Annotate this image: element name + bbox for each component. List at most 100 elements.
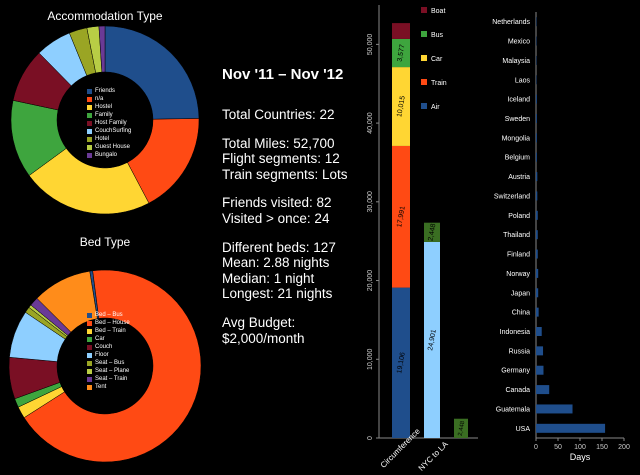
legend-label: Seat – Train	[95, 376, 128, 382]
y-tick-label: 40,000	[367, 112, 374, 134]
bar-russia	[536, 346, 544, 356]
legend-item: Car	[87, 335, 130, 343]
legend-label: Floor	[95, 352, 109, 358]
legend-swatch	[87, 368, 92, 374]
bar-data-label: 19,106	[396, 352, 407, 374]
legend-item: Hotel	[87, 135, 131, 143]
bar-segment-train	[392, 145, 410, 288]
bar-usa	[536, 423, 606, 433]
legend-label: Seat – Plane	[95, 368, 130, 374]
legend-swatch	[421, 7, 427, 13]
bar-belgium	[536, 152, 537, 162]
pie-slice-bed-house	[23, 269, 202, 463]
legend-item: Bungalo	[87, 151, 131, 159]
legend-item: Hostel	[87, 103, 131, 111]
y-category-label: USA	[516, 426, 531, 433]
bar-japan	[536, 288, 539, 298]
stat-line: Flight segments: 12	[222, 151, 340, 167]
pie-slice-bungalo	[98, 25, 106, 73]
accommodation-pie-legend: Friends n/a Hostel Family Host Family CouchSu…	[87, 87, 131, 159]
legend-item: Tent	[87, 383, 130, 391]
y-tick-label: 20,000	[367, 270, 374, 292]
legend-label: Car	[431, 56, 443, 63]
bar-segment-other	[454, 418, 468, 438]
pie-slice-tent	[36, 270, 98, 333]
legend-label: Tent	[95, 384, 107, 390]
y-category-label: Netherlands	[492, 19, 530, 26]
legend-label: Family	[95, 112, 113, 118]
stat-line: Different beds: 127	[222, 239, 336, 255]
legend-label: Boat	[431, 8, 445, 15]
bar-segment-air	[392, 287, 410, 438]
y-tick-label: 10,000	[367, 348, 374, 370]
y-category-label: Malaysia	[502, 58, 530, 65]
bed-pie-legend: Bed – Bus Bed – House Bed – Train Car Couch F…	[87, 311, 130, 391]
legend-item: Family	[87, 111, 131, 119]
legend-label: Car	[95, 336, 105, 342]
stat-line: Friends visited: 82	[222, 195, 332, 211]
legend-item: Friends	[87, 87, 131, 95]
legend-swatch	[87, 376, 92, 382]
legend-swatch	[421, 103, 427, 109]
accommodation-pie-chart	[10, 25, 200, 215]
y-category-label: Indonesia	[500, 329, 530, 336]
bar-thailand	[536, 230, 538, 240]
legend-label: Couch	[95, 344, 113, 350]
legend-swatch	[87, 128, 92, 134]
legend-item: Guest House	[87, 143, 131, 151]
stat-line: Total Miles: 52,700	[222, 135, 335, 151]
stat-line: Avg Budget:	[222, 314, 296, 330]
legend-label: Bungalo	[95, 152, 118, 158]
y-category-label: Sweden	[505, 116, 530, 123]
bar-data-label: 2,448	[458, 420, 467, 436]
bar-poland	[536, 210, 538, 220]
legend-item: CouchSurfing	[87, 127, 131, 135]
bar-sweden	[536, 114, 537, 123]
legend-swatch	[87, 384, 92, 390]
legend-label: Seat – Bus	[95, 360, 125, 366]
legend-item: Bed – Train	[87, 327, 130, 335]
legend-label: Train	[431, 80, 447, 87]
x-tick-label: 0	[534, 444, 538, 451]
y-category-label: Belgium	[505, 155, 530, 162]
legend-swatch	[87, 360, 92, 366]
legend-item: Bed – House	[87, 319, 130, 327]
legend-item: Seat – Bus	[87, 359, 130, 367]
legend-item: Couch	[87, 343, 130, 351]
bar-switzerland	[536, 191, 538, 201]
legend-swatch	[87, 152, 92, 158]
x-tick-label: 200	[618, 444, 630, 451]
legend-swatch	[87, 144, 92, 150]
legend-swatch	[87, 120, 92, 126]
bar-iceland	[536, 94, 537, 104]
miles-stacked-bar-chart: 0 10,000 20,000 30,000 40,000 50,000 19,106 17,…	[367, 5, 478, 473]
legend-swatch	[421, 79, 427, 85]
legend-swatch	[87, 344, 92, 350]
y-category-label: Laos	[515, 77, 531, 84]
y-tick-label: 0	[367, 436, 374, 440]
legend-swatch	[87, 320, 92, 326]
bar-data-label: 24,901	[427, 329, 438, 351]
legend-item: Seat – Plane	[87, 367, 130, 375]
period-heading: Nov '11 – Nov '12	[222, 66, 344, 83]
x-tick-label: 150	[596, 444, 608, 451]
y-category-label: Poland	[508, 213, 530, 220]
legend-label: Bed – Bus	[95, 312, 123, 318]
bar-norway	[536, 268, 539, 278]
stats-group: Avg Budget: $2,000/month	[222, 315, 372, 346]
stats-group: Total Countries: 22	[222, 107, 372, 123]
bar-finland	[536, 249, 538, 259]
bed-pie-title: Bed Type	[79, 235, 131, 249]
y-tick-label: 50,000	[367, 34, 374, 56]
legend-swatch	[87, 312, 92, 318]
legend-swatch	[87, 352, 92, 358]
legend-label: Hotel	[95, 136, 110, 142]
x-axis-label: Days	[570, 452, 591, 462]
bar-indonesia	[536, 327, 542, 336]
legend-label: Host Family	[95, 120, 127, 126]
bar-china	[536, 307, 539, 317]
y-category-label: Canada	[505, 387, 530, 394]
bar-segment-boat	[392, 23, 410, 39]
legend-item: Host Family	[87, 119, 131, 127]
stat-line: Train segments: Lots	[222, 166, 348, 182]
